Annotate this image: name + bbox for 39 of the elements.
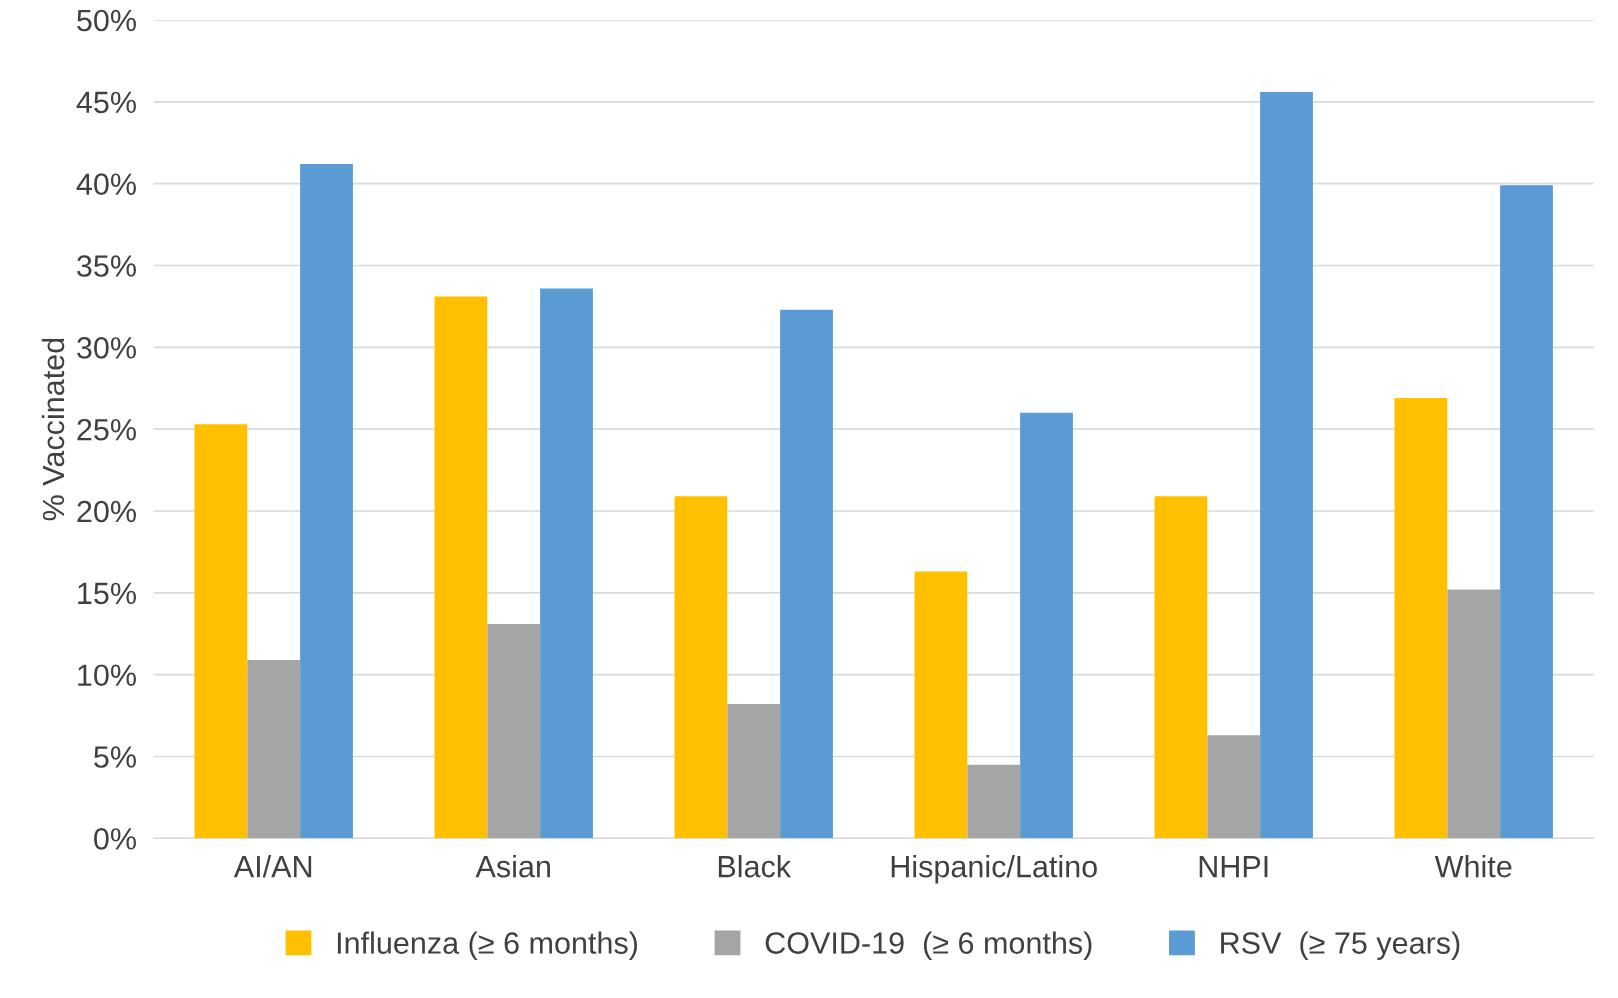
bar xyxy=(1394,398,1448,839)
x-tick-label: Asian xyxy=(475,854,550,878)
y-tick-label: 50% xyxy=(77,9,136,32)
y-tick-label: 30% xyxy=(77,337,136,359)
x-tick-label: Hispanic/Latino xyxy=(891,854,1097,884)
bar xyxy=(1207,735,1261,839)
bar xyxy=(914,571,968,839)
x-tick-label: White xyxy=(1434,854,1512,878)
bar xyxy=(247,659,301,839)
bar xyxy=(1020,412,1073,839)
y-tick-label: 5% xyxy=(94,746,136,768)
y-tick-label: 15% xyxy=(78,582,136,605)
y-tick-label: 35% xyxy=(77,255,136,277)
bar xyxy=(1154,496,1208,839)
bar xyxy=(967,764,1021,839)
y-tick-label: 40% xyxy=(76,173,136,195)
legend-label: Influenza (≥ 6 months) xyxy=(337,931,637,960)
bar xyxy=(300,163,353,839)
y-axis-title: % Vaccinated xyxy=(41,338,65,521)
bar xyxy=(727,704,781,839)
x-tick-label: Black xyxy=(718,854,792,878)
bar xyxy=(674,496,728,839)
x-tick-label: NHPI xyxy=(1199,856,1268,878)
y-tick-label: 25% xyxy=(77,418,136,441)
y-tick-label: 10% xyxy=(78,664,136,687)
bar xyxy=(1447,589,1501,839)
bar xyxy=(540,288,593,839)
y-tick-label: 45% xyxy=(76,91,136,114)
bar xyxy=(434,296,488,839)
bar xyxy=(1260,91,1313,839)
bar xyxy=(1500,185,1553,839)
bar xyxy=(780,309,833,839)
bar xyxy=(194,424,248,839)
x-tick-label: AI/AN xyxy=(233,854,312,878)
y-tick-label: 0% xyxy=(94,828,136,850)
legend-label: COVID-19 (≥ 6 months) xyxy=(765,931,1092,960)
bar xyxy=(487,623,541,839)
legend-label: RSV (≥ 75 years) xyxy=(1221,931,1460,960)
y-tick-label: 20% xyxy=(77,500,136,523)
